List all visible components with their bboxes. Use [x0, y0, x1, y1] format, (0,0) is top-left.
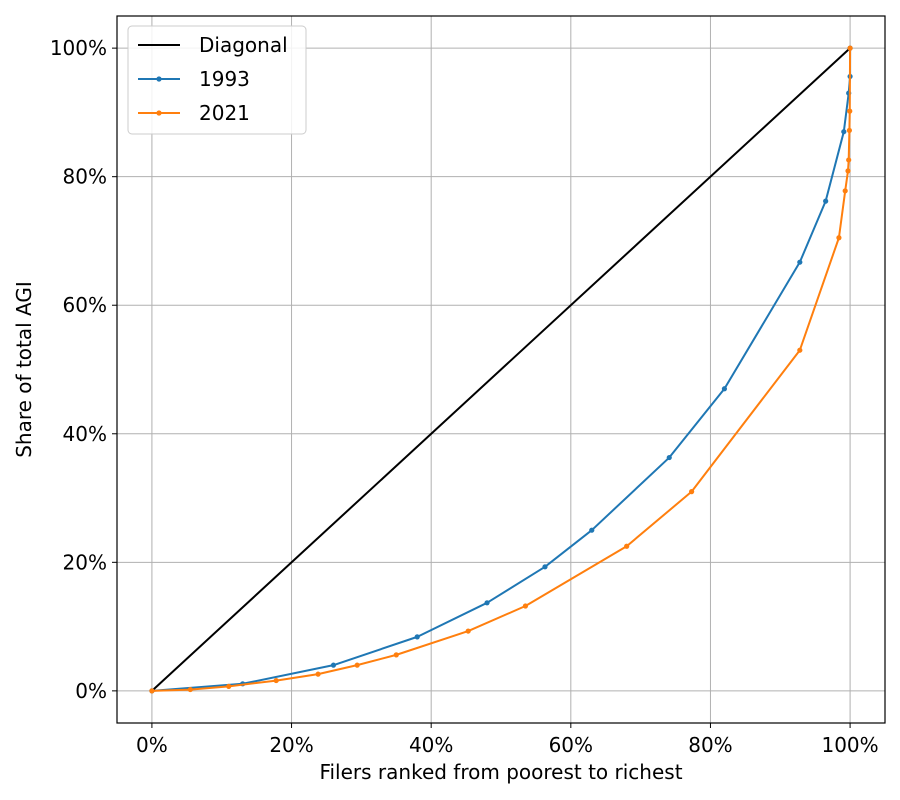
series-diagonal: [151, 47, 851, 692]
legend-box: [127, 25, 307, 135]
data-point-2021: [315, 671, 321, 677]
series-2021: [149, 45, 853, 694]
data-point-2021: [845, 168, 851, 174]
data-point-1993: [414, 634, 420, 640]
y-tick-label: 80%: [63, 165, 107, 189]
axis-ticks: 0% 20% 40% 60% 80% 100% 0% 20% 40% 60% 80% 100%: [50, 36, 879, 757]
data-point-2021: [522, 603, 529, 609]
series-lines: [149, 45, 853, 694]
data-point-1993: [823, 198, 829, 204]
data-point-2021: [836, 235, 842, 241]
x-axis-label: Filers ranked from poorest to richest: [319, 760, 682, 784]
x-tick-label: 0%: [136, 733, 168, 757]
data-point-2021: [273, 677, 279, 684]
series-line-diagonal: [151, 47, 851, 692]
y-tick-label: 100%: [50, 36, 107, 60]
legend: Diagonal 1993 2021: [127, 25, 307, 135]
data-point-2021: [393, 652, 399, 658]
y-tick-label: 0%: [75, 679, 107, 703]
data-point-2021: [187, 686, 193, 693]
data-point-2021: [354, 662, 360, 668]
x-tick-label: 60%: [549, 733, 593, 757]
data-point-1993: [797, 259, 803, 265]
data-point-2021: [842, 188, 848, 194]
y-axis-label: Share of total AGI: [12, 281, 36, 458]
data-point-1993: [666, 454, 672, 461]
x-tick-label: 40%: [409, 733, 453, 757]
data-point-1993: [330, 662, 337, 668]
legend-marker-2021: [156, 110, 162, 116]
x-tick-label: 80%: [688, 733, 732, 757]
data-point-2021: [624, 543, 630, 549]
data-point-2021: [846, 127, 852, 134]
x-tick-label: 20%: [269, 733, 313, 757]
data-point-2021: [847, 45, 853, 51]
y-tick-label: 40%: [63, 422, 107, 446]
plot-frame: [116, 15, 886, 724]
legend-marker-1993: [156, 76, 162, 82]
data-point-1993: [484, 600, 490, 606]
data-point-2021: [149, 688, 155, 694]
data-point-2021: [465, 628, 471, 634]
legend-label-1993: 1993: [199, 67, 250, 91]
y-tick-label: 60%: [63, 293, 107, 317]
legend-label-2021: 2021: [199, 101, 250, 125]
data-point-2021: [689, 489, 695, 495]
data-point-2021: [226, 683, 232, 689]
data-point-2021: [846, 157, 852, 163]
data-point-1993: [841, 129, 847, 135]
data-point-2021: [847, 108, 853, 114]
data-point-1993: [721, 386, 728, 392]
legend-label-diagonal: Diagonal: [199, 33, 288, 57]
data-point-1993: [589, 527, 595, 533]
y-tick-label: 20%: [63, 550, 107, 574]
data-point-1993: [542, 564, 548, 570]
data-point-2021: [797, 347, 803, 353]
x-tick-label: 100%: [821, 733, 878, 757]
